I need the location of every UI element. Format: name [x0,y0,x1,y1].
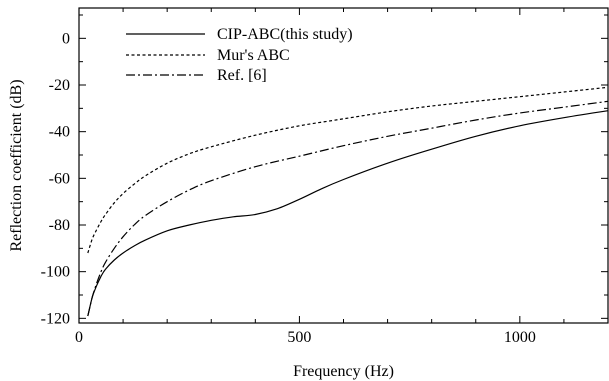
legend-label: CIP-ABC(this study) [217,26,353,43]
y-tick-label: -100 [41,264,70,281]
y-tick-label: -60 [49,170,70,187]
legend: CIP-ABC(this study) Mur's ABC Ref. [6] [126,26,353,84]
x-tick-label: 1000 [504,329,536,346]
y-tick-label: -40 [49,124,70,141]
y-tick-label: 0 [62,30,70,47]
ticks-layer: 0 500 1000 0 -20 -40 -60 -80 -100 -120 [41,8,608,346]
plot-frame [78,7,609,324]
x-tick-label: 0 [75,329,83,346]
y-tick-label: -120 [41,310,70,327]
series-layer [87,86,609,317]
y-tick-label: -80 [49,217,70,234]
legend-label: Mur's ABC [217,47,290,64]
series-line-3 [87,100,609,317]
y-tick-label: -20 [49,77,70,94]
y-axis-label: Reflection coefficient (dB) [8,79,25,251]
x-tick-label: 500 [287,329,311,346]
legend-label: Ref. [6] [217,67,267,84]
x-axis-label: Frequency (Hz) [293,363,394,380]
series-line-1 [87,110,609,317]
series-line-2 [87,86,609,254]
